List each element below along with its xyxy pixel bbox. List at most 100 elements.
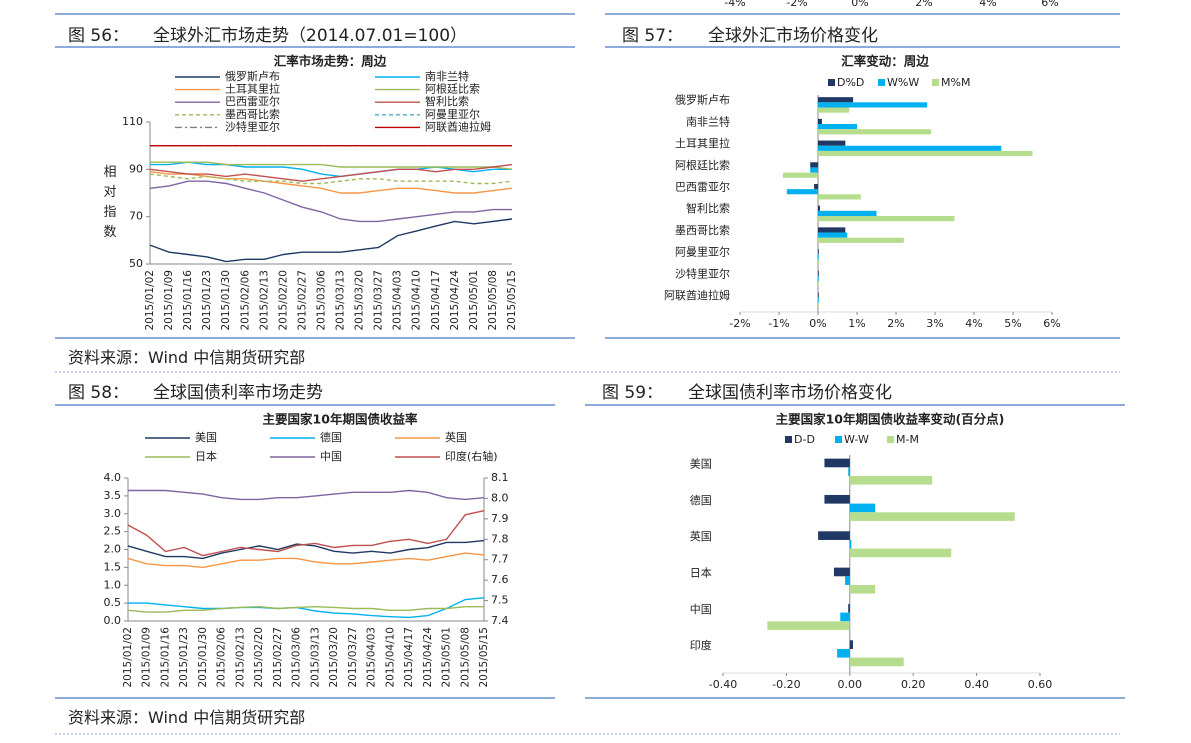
y-tick-label: 110 <box>122 115 143 128</box>
x-tick-label: 2015/04/10 <box>384 627 396 688</box>
bar <box>810 162 818 168</box>
x-tick-label: 2015/01/16 <box>182 270 194 331</box>
legend-label: 德国 <box>320 430 342 444</box>
y-tick-label: 2.0 <box>104 543 122 556</box>
bar <box>818 102 928 108</box>
bar <box>818 281 819 287</box>
series-line <box>127 510 485 557</box>
bar <box>818 531 850 540</box>
x-tick-label: 2015/03/13 <box>309 627 321 688</box>
tick-label: 6% <box>1041 0 1058 9</box>
legend-label: W-W <box>844 433 869 446</box>
y-tick-label: 4.0 <box>104 471 122 484</box>
chart-title: 汇率变动：周边 <box>841 54 929 69</box>
y-tick-label: 3.5 <box>104 489 122 502</box>
tick-label: -2% <box>786 0 807 9</box>
bar <box>818 107 850 113</box>
x-tick-label: 2015/03/13 <box>335 270 347 331</box>
bar <box>848 467 850 476</box>
x-tick-label: 5% <box>1004 317 1021 330</box>
series-line <box>150 161 513 170</box>
source-note: 资料来源：Wind 中信期货研究部 <box>68 348 306 367</box>
bar <box>849 548 952 558</box>
legend-label: 阿根廷比索 <box>425 82 480 96</box>
series-line <box>127 552 485 569</box>
y-tick-label: 2.5 <box>104 525 122 538</box>
series-line <box>128 489 485 501</box>
bar <box>849 503 876 513</box>
x-tick-label: -2% <box>729 317 750 330</box>
x-tick-label: 2015/03/20 <box>354 270 366 331</box>
chart-title: 汇率市场走势：周边 <box>274 54 387 69</box>
figure-caption: 全球国债利率市场走势 <box>153 383 323 403</box>
category-label: 中国 <box>690 603 712 616</box>
legend-swatch <box>887 436 894 443</box>
bar <box>833 567 850 577</box>
category-label: 美国 <box>690 458 712 471</box>
x-tick-label: 2015/05/15 <box>506 270 518 331</box>
series-line <box>149 218 513 263</box>
legend-swatch <box>932 79 939 86</box>
x-tick-label: 2015/01/09 <box>141 627 153 688</box>
legend-label: W%W <box>887 76 919 89</box>
bar <box>824 458 850 468</box>
bar <box>849 512 1015 521</box>
x-tick-label: 0.20 <box>901 678 926 691</box>
x-tick-label: 2015/01/02 <box>144 270 156 331</box>
category-label: 南非兰特 <box>686 114 730 128</box>
bar <box>818 124 857 130</box>
legend-label: 美国 <box>195 431 217 444</box>
legend-label: 俄罗斯卢布 <box>225 70 280 83</box>
y-tick-label: 50 <box>129 257 143 270</box>
bar <box>818 292 819 298</box>
figure-number: 图 57： <box>622 26 684 46</box>
legend-label: 中国 <box>320 450 342 463</box>
legend-label: 土耳其里拉 <box>225 82 280 96</box>
x-tick-label: 3% <box>926 317 943 330</box>
x-tick-label: 0% <box>809 317 826 330</box>
x-tick-label: 2015/01/30 <box>197 627 209 688</box>
legend-label: 墨西哥比索 <box>225 107 280 121</box>
bar <box>818 227 846 233</box>
x-tick-label: 2015/02/13 <box>258 270 270 331</box>
bar <box>767 621 850 630</box>
bar <box>824 494 850 504</box>
x-tick-label: 2015/05/01 <box>441 627 453 688</box>
bar <box>849 657 904 667</box>
y-tick-label: 3.0 <box>104 507 122 520</box>
bar <box>818 145 1002 151</box>
figure-number: 图 59： <box>602 383 664 403</box>
legend-label: 日本 <box>195 449 217 463</box>
bar <box>818 140 846 146</box>
x-tick-label: 2015/03/27 <box>373 270 385 331</box>
legend-label: 印度(右轴) <box>445 449 498 463</box>
x-tick-label: 2015/05/08 <box>459 627 471 688</box>
category-label: 印度 <box>690 638 712 652</box>
x-tick-label: 2015/03/27 <box>347 627 359 688</box>
bar <box>818 297 819 303</box>
bar <box>837 648 850 658</box>
series-line <box>127 605 484 613</box>
bar <box>782 172 818 178</box>
x-tick-label: 2015/04/24 <box>422 627 434 688</box>
category-label: 德国 <box>690 493 712 507</box>
chart-title: 主要国家10年期国债收益率 <box>263 412 418 427</box>
x-tick-label: 2015/05/08 <box>487 270 499 331</box>
figure-number: 图 56： <box>68 26 130 46</box>
bar <box>818 205 820 211</box>
legend-label: M%M <box>941 76 970 89</box>
x-tick-label: 0.00 <box>838 678 863 691</box>
x-tick-label: 2% <box>887 317 904 330</box>
y2-tick-label: 8.0 <box>491 491 509 504</box>
category-label: 沙特里亚尔 <box>675 266 730 280</box>
bar <box>848 603 850 613</box>
y2-tick-label: 7.8 <box>491 532 509 545</box>
series-line <box>149 180 512 223</box>
x-tick-label: 2015/02/27 <box>296 270 308 331</box>
x-tick-label: 2015/01/23 <box>178 627 190 688</box>
figure-caption: 全球外汇市场价格变化 <box>708 26 878 46</box>
series-line <box>149 173 513 185</box>
y-tick-label: 90 <box>129 162 143 175</box>
x-tick-label: 2015/04/17 <box>403 627 415 688</box>
